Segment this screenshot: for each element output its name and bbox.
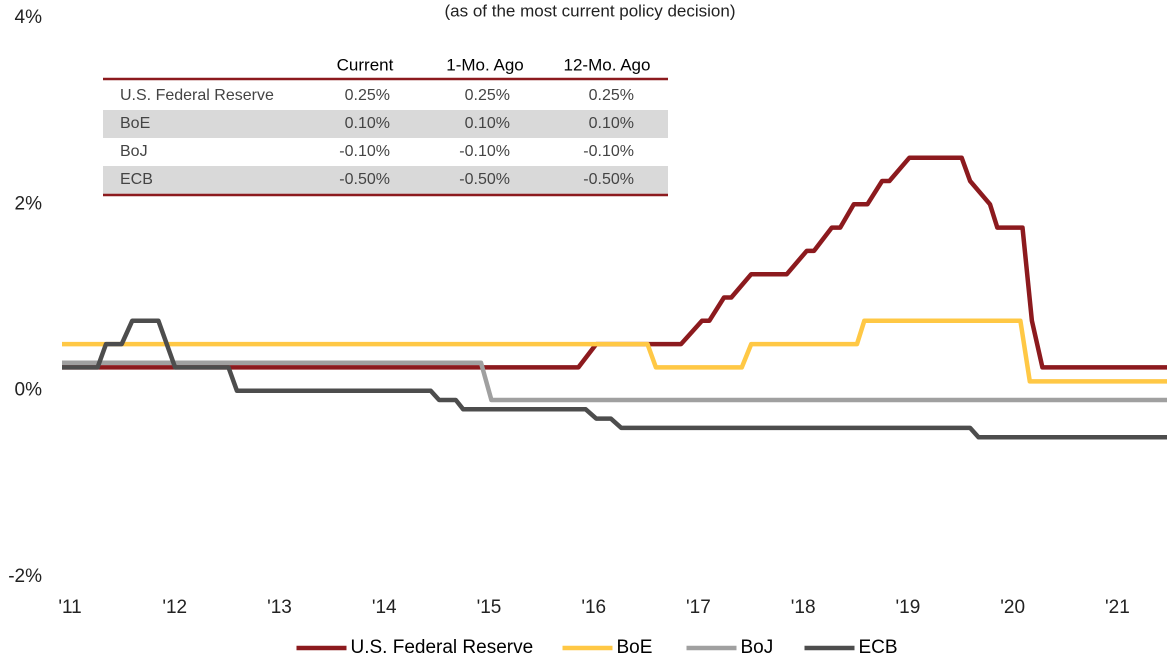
legend-label: U.S. Federal Reserve <box>351 637 534 658</box>
x-tick-label: '13 <box>267 597 292 618</box>
table-cell: 0.25% <box>345 87 390 104</box>
table-cell: -0.50% <box>339 171 390 188</box>
x-tick-label: '17 <box>686 597 711 618</box>
table-header: 12-Mo. Ago <box>564 55 651 74</box>
table-cell: 0.25% <box>465 87 510 104</box>
x-tick-label: '14 <box>372 597 397 618</box>
table-row-bg <box>103 166 668 194</box>
series-line <box>62 318 1167 384</box>
table-cell: 0.10% <box>589 115 634 132</box>
table-cell: BoE <box>120 115 150 132</box>
x-tick-label: '21 <box>1105 597 1130 618</box>
x-tick-label: '12 <box>162 597 187 618</box>
table-cell: ECB <box>120 171 153 188</box>
legend-label: BoE <box>617 637 653 658</box>
y-tick-label: 4% <box>15 7 43 28</box>
x-tick-label: '20 <box>1000 597 1025 618</box>
table-header: Current <box>337 55 394 74</box>
table-cell: 0.25% <box>589 87 634 104</box>
table-row-bg <box>103 82 668 110</box>
legend-label: BoJ <box>741 637 774 658</box>
table-cell: -0.50% <box>459 171 510 188</box>
x-tick-label: '15 <box>477 597 502 618</box>
y-tick-label: -2% <box>8 566 42 587</box>
legend-label: ECB <box>859 637 898 658</box>
series-line <box>62 155 1167 370</box>
series-line <box>62 318 1167 440</box>
x-tick-label: '18 <box>791 597 816 618</box>
table-cell: -0.10% <box>459 143 510 160</box>
table-cell: -0.10% <box>583 143 634 160</box>
y-tick-label: 0% <box>15 380 43 401</box>
x-tick-label: '16 <box>581 597 606 618</box>
table-row-bg <box>103 110 668 138</box>
table-cell: -0.50% <box>583 171 634 188</box>
table-cell: 0.10% <box>465 115 510 132</box>
table-header: 1-Mo. Ago <box>446 55 524 74</box>
x-tick-label: '11 <box>58 597 81 618</box>
table-row-bg <box>103 138 668 166</box>
series-line <box>62 360 1167 403</box>
x-tick-label: '19 <box>896 597 921 618</box>
table-cell: BoJ <box>120 143 148 160</box>
chart-subtitle: (as of the most current policy decision) <box>444 1 735 20</box>
table-cell: -0.10% <box>339 143 390 160</box>
y-tick-label: 2% <box>15 193 43 214</box>
table-cell: 0.10% <box>345 115 390 132</box>
table-cell: U.S. Federal Reserve <box>120 87 274 104</box>
